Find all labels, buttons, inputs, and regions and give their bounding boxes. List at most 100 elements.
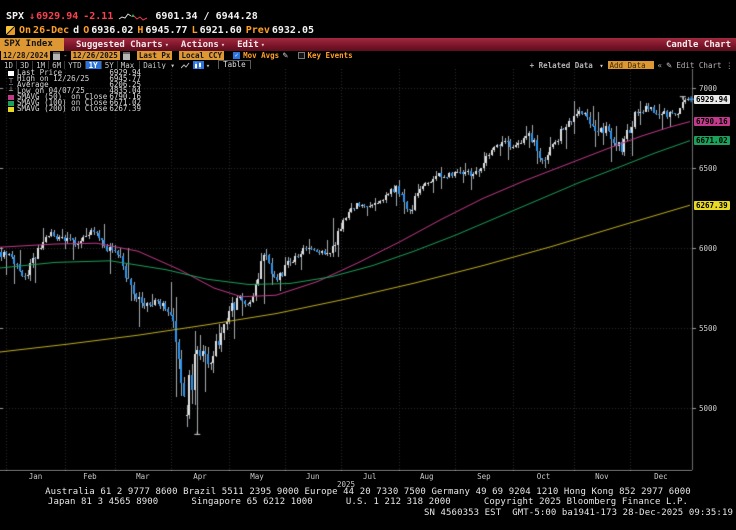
period-tab-5y[interactable]: 5Y bbox=[100, 61, 117, 70]
intraday-sparkline bbox=[119, 13, 148, 21]
price-field-selector[interactable]: Last Px bbox=[136, 51, 173, 60]
candle-chart-icon[interactable] bbox=[192, 61, 204, 70]
high-label: H bbox=[137, 25, 144, 36]
price-chart-canvas[interactable] bbox=[0, 69, 736, 471]
chevron-down-icon: ▾ bbox=[260, 40, 265, 49]
period-toolbar: 1D 3D 1M 6M YTD 1Y 5Y Max Daily ▾ ▾ Table bbox=[1, 60, 251, 71]
date-from-field[interactable]: 12/28/2024 bbox=[1, 51, 51, 60]
x-axis-month-label: Mar bbox=[136, 472, 150, 481]
x-axis-month-label: Feb bbox=[83, 472, 97, 481]
legend-value: 6945.77 bbox=[109, 74, 141, 83]
price-change: -2.11 bbox=[83, 11, 114, 22]
related-data-button[interactable]: + Related Data ▾ bbox=[529, 60, 604, 70]
menu-bar: SPX Index Suggested Charts ▾ Actions ▾ Edi… bbox=[0, 38, 736, 51]
mov-avgs-label: Mov Avgs bbox=[243, 51, 280, 60]
high-value: 6945.77 bbox=[145, 25, 188, 36]
price-axis-badge: 6790.16 bbox=[694, 117, 730, 127]
legend-low-icon: ┴ bbox=[8, 86, 14, 95]
prev-label: Prev bbox=[245, 25, 270, 36]
chart-type-label: Candle Chart bbox=[665, 39, 731, 50]
last-price: 6929.94 bbox=[36, 11, 79, 22]
low-value: 6921.60 bbox=[199, 25, 242, 36]
bid-ask-range: 6901.34 / 6944.28 bbox=[155, 11, 258, 22]
period-tab-max[interactable]: Max bbox=[116, 61, 138, 70]
x-axis-month-label: Jun bbox=[305, 472, 320, 481]
menu-actions[interactable]: Actions ▾ bbox=[180, 39, 226, 50]
x-axis-month-label: May bbox=[250, 472, 264, 481]
legend-label: Low on 04/07/25 bbox=[17, 86, 85, 95]
chart-settings-toolbar: 12/28/2024 - 12/26/2025 Last Px Local CC… bbox=[1, 51, 353, 60]
legend-swatch-icon bbox=[8, 94, 14, 100]
x-axis-month-label: Aug bbox=[420, 472, 434, 481]
legend-swatch-icon bbox=[8, 100, 14, 106]
legend-label: SMAVG (50) on Close bbox=[17, 92, 108, 101]
legend-avg-icon: ╌ bbox=[8, 80, 14, 89]
frequency-selector[interactable]: Daily ▾ bbox=[139, 61, 178, 70]
prev-value: 6932.05 bbox=[271, 25, 315, 36]
mov-avgs-checkbox[interactable]: ✓ bbox=[233, 52, 241, 59]
calendar-icon[interactable] bbox=[53, 51, 61, 60]
edit-chart-icon[interactable]: ✎ bbox=[666, 60, 673, 70]
session-freq: d bbox=[73, 25, 80, 36]
menu-suggested-charts[interactable]: Suggested Charts ▾ bbox=[76, 39, 169, 50]
edit-chart-button[interactable]: Edit Chart bbox=[676, 60, 722, 70]
footer-phones-line1: Australia 61 2 9777 8600 Brazil 5511 239… bbox=[45, 487, 691, 497]
ticker-symbol: SPX bbox=[6, 11, 25, 22]
y-axis-tick-label: 5500 bbox=[699, 324, 718, 333]
footer-phones-line2: Japan 81 3 4565 8900 Singapore 65 6212 1… bbox=[47, 497, 689, 507]
period-tab-1y[interactable]: 1Y bbox=[84, 61, 101, 70]
period-tabs: 1D 3D 1M 6M YTD 1Y 5Y Max bbox=[1, 61, 137, 70]
date-to-field[interactable]: 12/26/2025 bbox=[70, 51, 120, 60]
y-axis-tick-label: 6500 bbox=[699, 164, 718, 173]
more-options-icon[interactable]: ⋮ bbox=[725, 60, 734, 70]
edit-mov-avgs-icon[interactable]: ✎ bbox=[282, 51, 289, 60]
legend-label: Last Price bbox=[17, 68, 63, 77]
price-axis-badge: 6929.94 bbox=[694, 94, 730, 104]
delayed-quote-icon bbox=[6, 26, 15, 35]
chevron-down-icon: ▾ bbox=[220, 40, 226, 49]
line-chart-icon[interactable] bbox=[180, 61, 191, 70]
legend-row: SMAVG (50) on Close 6790.16 bbox=[8, 92, 141, 101]
legend-value: 6206.25 bbox=[109, 80, 141, 89]
legend-label: Average bbox=[17, 80, 49, 89]
period-tab-3d[interactable]: 3D bbox=[16, 61, 32, 70]
chevron-down-icon[interactable]: ▾ bbox=[205, 61, 211, 70]
x-axis-month-label: Dec bbox=[654, 472, 668, 481]
legend-swatch-icon bbox=[8, 106, 14, 112]
period-tab-ytd[interactable]: YTD bbox=[64, 61, 85, 70]
y-axis-tick-label: 6000 bbox=[699, 244, 718, 253]
period-tab-6m[interactable]: 6M bbox=[48, 61, 64, 70]
x-axis-month-label: Oct bbox=[536, 472, 551, 481]
security-field[interactable]: SPX Index bbox=[0, 38, 64, 51]
price-direction-arrow: ↓ bbox=[29, 11, 36, 22]
menu-edit[interactable]: Edit ▾ bbox=[237, 39, 265, 50]
session-on-label: On bbox=[19, 25, 32, 36]
key-events-checkbox[interactable] bbox=[297, 52, 305, 59]
legend-value: 6929.94 bbox=[109, 68, 141, 77]
currency-selector[interactable]: Local CCY bbox=[179, 51, 225, 60]
collapse-panel-icon[interactable]: « bbox=[657, 60, 663, 70]
legend-row: ┴ Low on 04/07/25 4835.04 bbox=[8, 86, 141, 95]
legend-row: ┬ High on 12/26/25 6945.77 bbox=[8, 74, 141, 83]
price-axis-badge: 6267.39 bbox=[694, 200, 730, 210]
key-events-label: Key Events bbox=[307, 51, 353, 60]
footer-terminal-info: SN 4560353 EST GMT-5:00 ba1941-173 28-De… bbox=[423, 508, 733, 518]
chart-legend: Last Price 6929.94 ┬ High on 12/26/25 6945.7… bbox=[8, 68, 141, 113]
chevron-down-icon: ▾ bbox=[164, 40, 169, 49]
chart-area: Last Price 6929.94 ┬ High on 12/26/25 6945.7… bbox=[0, 68, 736, 489]
quote-line-2: On 26-Dec d O 6936.02 H 6945.77 L 6921.6… bbox=[6, 25, 314, 36]
legend-row: SMAVG (100) on Close 6671.02 bbox=[8, 98, 141, 107]
legend-swatch-icon bbox=[8, 70, 14, 76]
add-data-input[interactable]: Add Data bbox=[607, 60, 654, 70]
related-data-cluster: + Related Data ▾ Add Data « ✎ Edit Chart… bbox=[530, 60, 733, 70]
year-label: 2025 bbox=[336, 480, 356, 489]
period-tab-1m[interactable]: 1M bbox=[32, 61, 48, 70]
y-axis-tick-label: 5000 bbox=[699, 404, 718, 413]
period-tab-1d[interactable]: 1D bbox=[4, 61, 14, 70]
legend-value: 4835.04 bbox=[109, 86, 141, 95]
calendar-icon[interactable] bbox=[122, 51, 130, 60]
legend-label: SMAVG (100) on Close bbox=[17, 98, 108, 107]
legend-value: 6267.39 bbox=[109, 104, 141, 113]
chevron-down-icon: ▾ bbox=[599, 61, 604, 70]
